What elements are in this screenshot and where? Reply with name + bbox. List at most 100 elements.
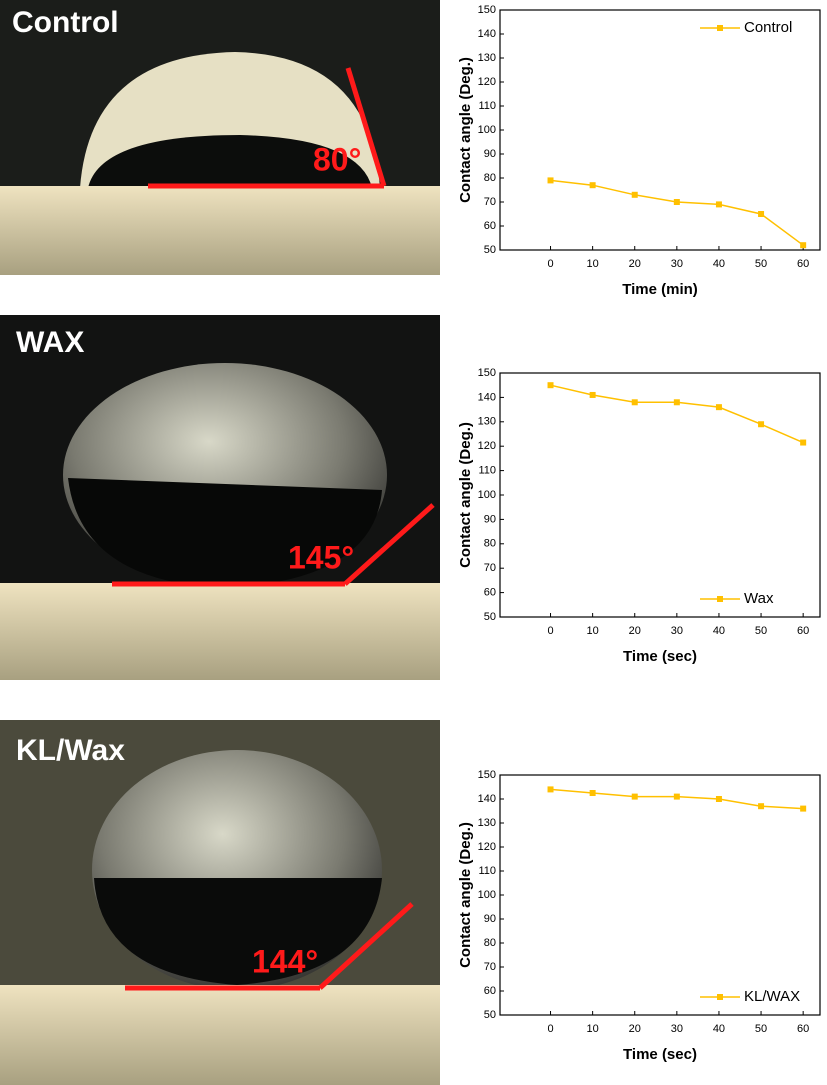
marker (800, 805, 807, 812)
y-axis-label: Contact angle (Deg.) (457, 422, 474, 568)
marker (589, 391, 596, 398)
x-axis-label: Time (min) (622, 281, 698, 298)
y-tick-label: 60 (484, 985, 496, 997)
y-tick-label: 80 (484, 538, 496, 550)
y-tick-label: 120 (478, 440, 496, 452)
y-tick-label: 130 (478, 817, 496, 829)
legend-label: Control (744, 19, 792, 36)
photo-title: KL/Wax (16, 734, 125, 767)
y-axis-label: Contact angle (Deg.) (457, 822, 474, 968)
marker (673, 793, 680, 800)
y-tick-label: 150 (478, 4, 496, 16)
marker (673, 399, 680, 406)
y-tick-label: 110 (478, 100, 496, 112)
x-axis-label: Time (sec) (623, 648, 697, 665)
y-tick-label: 50 (484, 1009, 496, 1021)
y-tick-label: 80 (484, 172, 496, 184)
series-line (550, 384, 804, 444)
marker (715, 404, 722, 411)
x-tick-label: 50 (755, 258, 767, 270)
x-tick-label: 40 (713, 625, 725, 637)
plot-frame (499, 774, 821, 1016)
marker (715, 796, 722, 802)
y-tick-label: 100 (478, 889, 496, 901)
y-tick-label: 140 (478, 391, 496, 403)
marker (758, 803, 765, 810)
y-tick-label: 130 (478, 52, 496, 64)
x-tick-label: 60 (797, 1023, 809, 1035)
y-axis-label: Contact angle (Deg.) (457, 57, 474, 203)
x-tick-label: 30 (671, 258, 683, 270)
marker (589, 790, 596, 796)
marker (547, 382, 554, 389)
y-tick-label: 70 (484, 961, 496, 973)
x-tick-label: 0 (547, 625, 553, 637)
photo-title: WAX (16, 326, 84, 359)
x-axis-label: Time (sec) (623, 1046, 697, 1063)
x-tick-label: 20 (629, 258, 641, 270)
x-tick-label: 60 (797, 625, 809, 637)
marker (631, 399, 638, 406)
legend-marker (717, 596, 723, 602)
plot-frame (499, 372, 821, 618)
x-tick-label: 10 (587, 625, 599, 637)
y-tick-label: 100 (478, 489, 496, 501)
legend-label: Wax (744, 590, 774, 607)
y-tick-label: 100 (478, 124, 496, 136)
x-tick-label: 40 (713, 258, 725, 270)
angle-label: 144° (252, 943, 318, 979)
legend-marker (717, 25, 723, 31)
legend-marker (717, 994, 723, 1000)
marker (758, 211, 765, 217)
marker (547, 177, 554, 184)
photo-control: Control 80° (0, 0, 440, 275)
x-tick-label: 10 (587, 1023, 599, 1035)
x-tick-label: 10 (587, 258, 599, 270)
photo-title: Control (12, 6, 119, 39)
y-tick-label: 120 (478, 841, 496, 853)
marker (631, 793, 638, 800)
y-tick-label: 110 (478, 865, 496, 877)
y-tick-label: 60 (484, 220, 496, 232)
x-tick-label: 40 (713, 1023, 725, 1035)
marker (715, 201, 722, 208)
y-tick-label: 50 (484, 244, 496, 256)
y-tick-label: 90 (484, 513, 496, 525)
x-tick-label: 20 (629, 1023, 641, 1035)
x-tick-label: 50 (755, 625, 767, 637)
y-tick-label: 150 (478, 367, 496, 379)
angle-label: 80° (313, 141, 361, 177)
series-line (550, 179, 804, 246)
x-tick-label: 60 (797, 258, 809, 270)
x-tick-label: 50 (755, 1023, 767, 1035)
y-tick-label: 130 (478, 416, 496, 428)
y-tick-label: 70 (484, 562, 496, 574)
x-tick-label: 0 (547, 1023, 553, 1035)
photo-wax: WAX 145° (0, 315, 440, 680)
plot-frame (499, 9, 821, 251)
marker (800, 439, 807, 446)
y-tick-label: 90 (484, 913, 496, 925)
y-tick-label: 150 (478, 769, 496, 781)
marker (631, 191, 638, 198)
y-tick-label: 50 (484, 611, 496, 623)
y-tick-label: 120 (478, 76, 496, 88)
marker (800, 242, 807, 249)
marker (589, 182, 596, 189)
legend-label: KL/WAX (744, 988, 800, 1005)
x-tick-label: 30 (671, 1023, 683, 1035)
y-tick-label: 140 (478, 28, 496, 40)
x-tick-label: 20 (629, 625, 641, 637)
photo-kl-wax: KL/Wax 144° (0, 720, 440, 1085)
y-tick-label: 70 (484, 196, 496, 208)
angle-label: 145° (288, 539, 354, 575)
y-tick-label: 80 (484, 937, 496, 949)
y-tick-label: 90 (484, 148, 496, 160)
y-tick-label: 60 (484, 587, 496, 599)
y-tick-label: 140 (478, 793, 496, 805)
x-tick-label: 0 (547, 258, 553, 270)
y-tick-label: 110 (478, 465, 496, 477)
x-tick-label: 30 (671, 625, 683, 637)
marker (673, 199, 680, 205)
